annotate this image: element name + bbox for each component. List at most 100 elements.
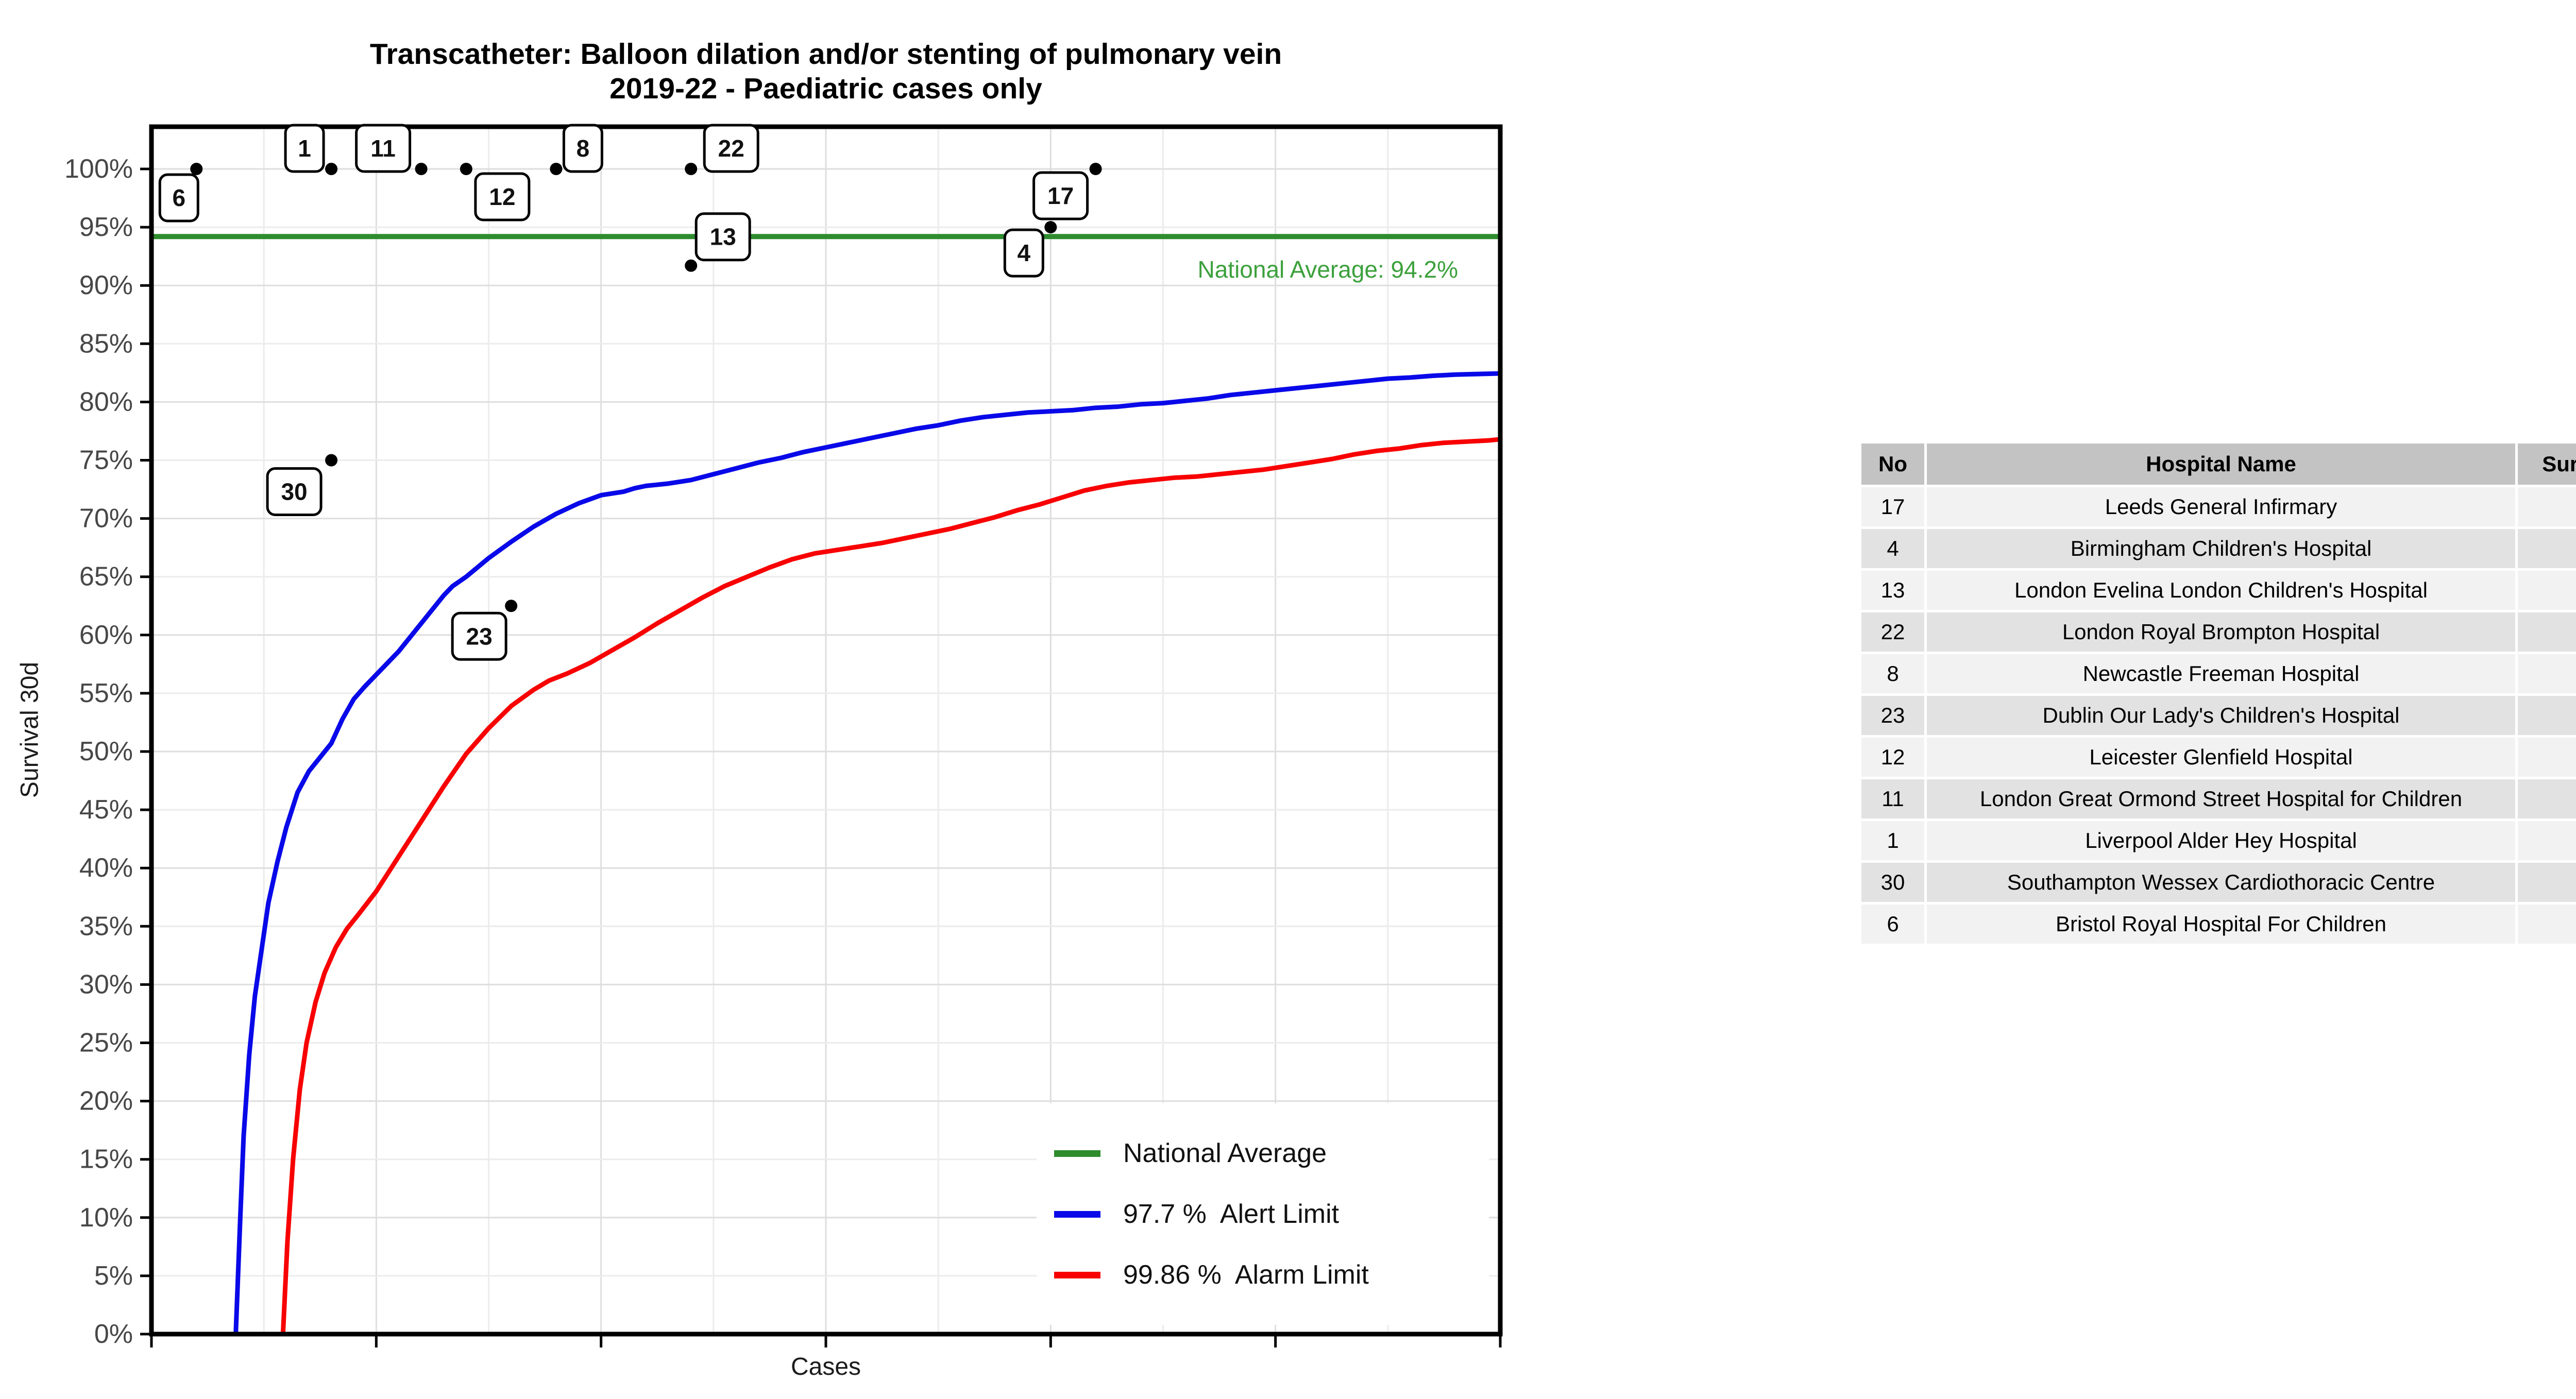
table-cell-no: 17 (1861, 487, 1924, 526)
y-tick-label: 20% (79, 1086, 133, 1116)
table-cell-hospital-name: Leeds General Infirmary (1927, 487, 2515, 526)
plot-border (149, 124, 1503, 1337)
point-label-box-12 (474, 172, 531, 221)
y-tick-label: 85% (79, 329, 133, 359)
chart-legend: National Average 97.7 % Alert Limit 99.8… (1037, 1103, 1489, 1325)
table-cell-survival: 100% (2518, 779, 2576, 818)
y-tick-label: 45% (79, 795, 133, 825)
y-tick-label: 35% (79, 911, 133, 941)
table-cell-no: 23 (1861, 696, 1924, 735)
table-cell-hospital-name: Newcastle Freeman Hospital (1927, 654, 2515, 693)
table-cell-no: 30 (1861, 863, 1924, 902)
point-label-box-8 (562, 124, 603, 173)
y-tick-label: 65% (79, 562, 133, 592)
y-tick-label: 80% (79, 387, 133, 417)
data-point-22 (685, 163, 698, 175)
table-cell-hospital-name: Birmingham Children's Hospital (1927, 529, 2515, 568)
alert-limit-line-icon (1054, 1210, 1100, 1218)
y-tick-label: 55% (79, 678, 133, 708)
national-average-annotation: National Average: 94.2% (1197, 256, 1458, 283)
table-cell-survival: 100% (2518, 612, 2576, 652)
table-cell-hospital-name: London Evelina London Children's Hospita… (1927, 571, 2515, 610)
point-label-box-22 (703, 124, 759, 173)
y-tick-label: 5% (94, 1261, 133, 1291)
table-cell-no: 4 (1861, 529, 1924, 568)
point-label-text-13: 13 (710, 224, 736, 250)
table-cell-no: 13 (1861, 571, 1924, 610)
funnel-plot: 0% 5% 10% 15% 20% 25% 30% 35% 40% 45% 50% 55% 60% 65%… (64, 124, 1503, 1349)
point-label-text-6: 6 (172, 184, 185, 211)
table-cell-no: 6 (1861, 905, 1924, 944)
table-cell-survival: 75% (2518, 863, 2576, 902)
y-tick-label: 95% (79, 212, 133, 242)
table-cell-survival: 95% (2518, 529, 2576, 568)
data-point-23 (505, 600, 518, 612)
y-tick-label: 90% (79, 270, 133, 300)
y-tick-label: 10% (79, 1203, 133, 1233)
point-label-box-4 (1003, 228, 1044, 278)
legend-item-alarm-limit: 99.86 % Alarm Limit (1054, 1259, 1489, 1290)
x-axis-title: Cases (790, 1353, 861, 1380)
y-tick-label: 70% (79, 504, 133, 534)
point-label-text-17: 17 (1047, 182, 1074, 209)
table-cell-survival: 63% (2518, 696, 2576, 735)
data-point-8 (550, 163, 563, 175)
y-tick-label: 30% (79, 969, 133, 999)
axis-ticks: 0% 5% 10% 15% 20% 25% 30% 35% 40% 45% 50% 55% 60% 65%… (64, 154, 1502, 1349)
table-cell-no: 12 (1861, 738, 1924, 777)
chart-title-line2: 2019-22 - Paediatric cases only (609, 72, 1042, 105)
alert-limit-curve (233, 371, 1500, 1334)
y-tick-label: 50% (79, 737, 133, 766)
table-cell-survival: 100% (2518, 654, 2576, 693)
table-cell-hospital-name: Bristol Royal Hospital For Children (1927, 905, 2515, 944)
table-cell-no: 8 (1861, 654, 1924, 693)
table-cell-hospital-name: London Royal Brompton Hospital (1927, 612, 2515, 652)
point-label-box-30 (266, 467, 323, 516)
y-axis-title: Survival 30d (16, 661, 44, 798)
table-header-cell: No (1861, 443, 1924, 485)
legend-item-alert-limit: 97.7 % Alert Limit (1054, 1199, 1489, 1230)
y-tick-label: 100% (64, 154, 133, 184)
data-point-4 (1044, 221, 1057, 234)
data-point-1 (325, 163, 338, 175)
table-row: 13 London Evelina London Children's Hospi… (1861, 571, 2576, 610)
chart-title: Transcatheter: Balloon dilation and/or s… (151, 37, 1500, 106)
table-row: 30 Southampton Wessex Cardiothoracic Cent… (1861, 863, 2576, 902)
y-tick-label: 40% (79, 853, 133, 883)
table-header-cell: Survival 30d (2518, 443, 2576, 485)
data-point-12 (460, 163, 472, 175)
table-cell-no: 1 (1861, 821, 1924, 860)
point-label-text-22: 22 (718, 135, 744, 162)
table-cell-hospital-name: London Great Ormond Street Hospital for … (1927, 779, 2515, 818)
table-row: 11 London Great Ormond Street Hospital fo… (1861, 779, 2576, 818)
legend-item-national-average: National Average (1054, 1138, 1489, 1169)
table-cell-survival: 100% (2518, 487, 2576, 526)
point-label-box-17 (1032, 171, 1089, 220)
y-tick-label: 0% (94, 1319, 133, 1349)
alarm-limit-curve (280, 437, 1500, 1334)
point-label-text-23: 23 (466, 623, 493, 650)
table-cell-survival: 100% (2518, 738, 2576, 777)
legend-label: National Average (1123, 1138, 1327, 1168)
point-label-box-1 (284, 124, 325, 173)
point-label-box-6 (158, 173, 199, 223)
chart-title-line1: Transcatheter: Balloon dilation and/or s… (369, 38, 1282, 71)
table-cell-no: 22 (1861, 612, 1924, 652)
table-header-cell: Hospital Name (1927, 443, 2515, 485)
point-label-text-12: 12 (489, 183, 515, 210)
table-cell-survival: 100% (2518, 821, 2576, 860)
data-point-13 (685, 259, 698, 272)
data-point-17 (1089, 163, 1102, 175)
table-cell-hospital-name: Liverpool Alder Hey Hospital (1927, 821, 2515, 860)
table-cell-survival: 92% (2518, 571, 2576, 610)
